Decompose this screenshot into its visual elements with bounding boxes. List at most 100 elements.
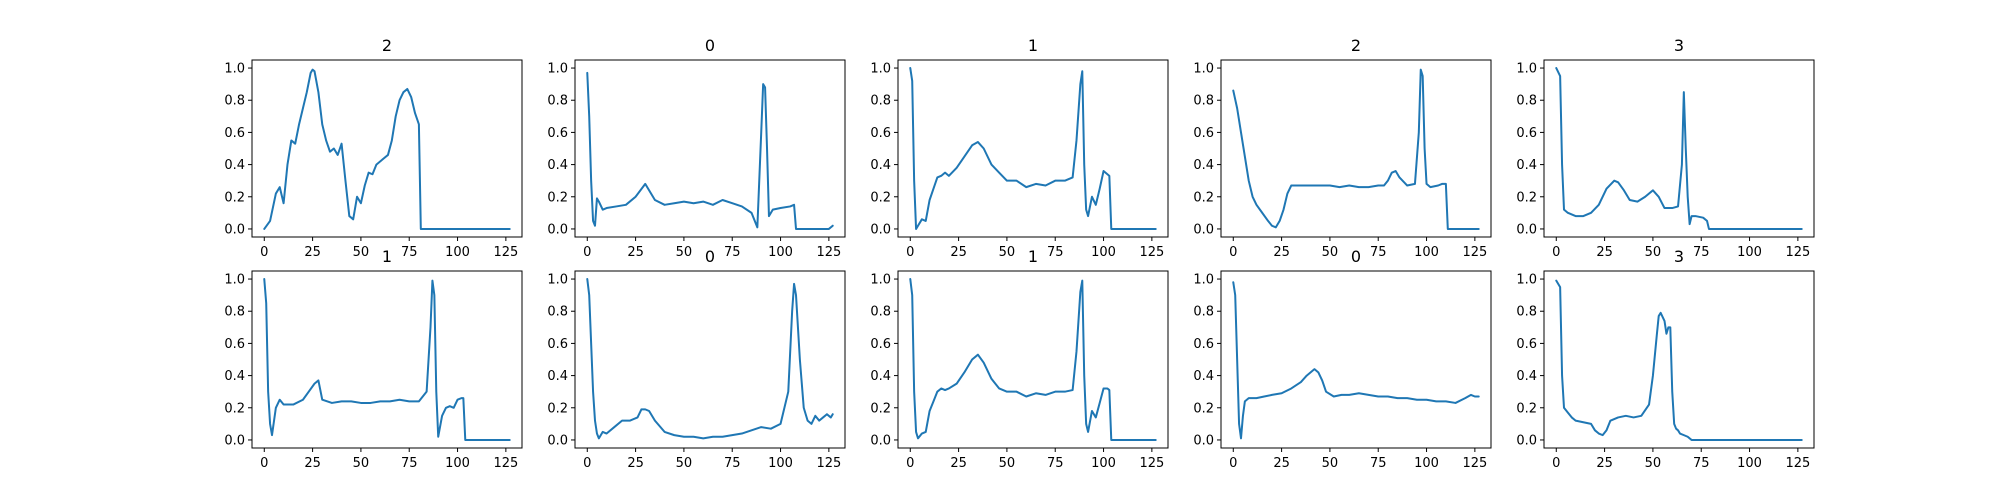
plot-frame — [897, 59, 1169, 238]
subplot-10: 3 0 25 50 75 100 125 0.0 0.2 0.4 0.6 0.8 1.0 — [1516, 247, 1815, 471]
y-tick-label: 0.4 — [224, 369, 245, 384]
axis-ticks: 0 25 50 75 100 125 0.0 0.2 0.4 0.6 0.8 1.0 — [1193, 62, 1487, 260]
x-tick-label: 0 — [1229, 456, 1237, 471]
x-tick-label: 75 — [401, 456, 418, 471]
y-tick-label: 0.8 — [1516, 305, 1537, 320]
plot-frame — [251, 59, 523, 238]
x-tick-label: 125 — [1785, 245, 1810, 260]
series-line — [263, 68, 511, 230]
y-tick-label: 0.2 — [1193, 401, 1214, 416]
x-tick-label: 0 — [1552, 456, 1560, 471]
axis-ticks: 0 25 50 75 100 125 0.0 0.2 0.4 0.6 0.8 1.0 — [1193, 273, 1487, 471]
x-tick-label: 125 — [1462, 245, 1487, 260]
x-tick-label: 50 — [353, 245, 370, 260]
subplot-title: 3 — [1674, 247, 1684, 266]
x-tick-label: 125 — [816, 456, 841, 471]
y-tick-label: 0.6 — [870, 126, 891, 141]
y-tick-label: 0.6 — [547, 126, 568, 141]
y-tick-label: 0.0 — [224, 433, 245, 448]
x-tick-label: 125 — [493, 456, 518, 471]
y-tick-label: 0.2 — [870, 190, 891, 205]
x-tick-label: 75 — [724, 245, 741, 260]
series-line — [909, 278, 1157, 441]
x-tick-label: 25 — [627, 456, 644, 471]
subplot-2: 0 0 25 50 75 100 125 0.0 0.2 0.4 0.6 0.8 1.0 — [547, 36, 846, 260]
plot-frame — [574, 59, 846, 238]
x-tick-label: 50 — [999, 245, 1016, 260]
subplot-6: 1 0 25 50 75 100 125 0.0 0.2 0.4 0.6 0.8 1.0 — [224, 247, 523, 471]
subplot-title: 3 — [1674, 36, 1684, 55]
x-tick-label: 75 — [1047, 245, 1064, 260]
y-tick-label: 0.6 — [547, 337, 568, 352]
subplot-title: 1 — [1028, 36, 1038, 55]
y-tick-label: 1.0 — [1516, 62, 1537, 77]
x-tick-label: 0 — [583, 456, 591, 471]
y-tick-label: 0.2 — [1193, 190, 1214, 205]
axis-ticks: 0 25 50 75 100 125 0.0 0.2 0.4 0.6 0.8 1.0 — [547, 62, 841, 260]
subplot-4: 2 0 25 50 75 100 125 0.0 0.2 0.4 0.6 0.8 1.0 — [1193, 36, 1492, 260]
y-tick-label: 0.2 — [870, 401, 891, 416]
y-tick-label: 0.6 — [870, 337, 891, 352]
x-tick-label: 125 — [1785, 456, 1810, 471]
x-tick-label: 100 — [1414, 245, 1439, 260]
x-tick-label: 25 — [304, 456, 321, 471]
y-tick-label: 0.4 — [1516, 369, 1537, 384]
y-tick-label: 0.8 — [1193, 94, 1214, 109]
x-tick-label: 0 — [260, 245, 268, 260]
plot-frame — [1220, 59, 1492, 238]
y-tick-label: 0.6 — [1193, 337, 1214, 352]
x-tick-label: 100 — [1091, 245, 1116, 260]
x-tick-label: 75 — [724, 456, 741, 471]
series-line — [1232, 68, 1480, 230]
plot-frame — [574, 270, 846, 449]
x-tick-label: 25 — [1273, 245, 1290, 260]
y-tick-label: 1.0 — [547, 273, 568, 288]
x-tick-label: 100 — [1737, 456, 1762, 471]
x-tick-label: 125 — [1139, 245, 1164, 260]
axis-ticks: 0 25 50 75 100 125 0.0 0.2 0.4 0.6 0.8 1.0 — [224, 62, 518, 260]
x-tick-label: 0 — [583, 245, 591, 260]
y-tick-label: 0.0 — [870, 222, 891, 237]
subplot-title: 0 — [1351, 247, 1361, 266]
x-tick-label: 75 — [1047, 456, 1064, 471]
y-tick-label: 0.6 — [1516, 337, 1537, 352]
x-tick-label: 100 — [1737, 245, 1762, 260]
y-tick-label: 0.4 — [1516, 158, 1537, 173]
y-tick-label: 1.0 — [224, 273, 245, 288]
x-tick-label: 0 — [906, 456, 914, 471]
y-tick-label: 0.0 — [224, 222, 245, 237]
y-tick-label: 1.0 — [1516, 273, 1537, 288]
y-tick-label: 0.2 — [547, 190, 568, 205]
x-tick-label: 100 — [1091, 456, 1116, 471]
y-tick-label: 0.8 — [1516, 94, 1537, 109]
y-tick-label: 1.0 — [870, 273, 891, 288]
subplot-title: 1 — [382, 247, 392, 266]
axis-ticks: 0 25 50 75 100 125 0.0 0.2 0.4 0.6 0.8 1.0 — [547, 273, 841, 471]
axis-ticks: 0 25 50 75 100 125 0.0 0.2 0.4 0.6 0.8 1.0 — [870, 273, 1164, 471]
x-tick-label: 50 — [1645, 456, 1662, 471]
x-tick-label: 50 — [353, 456, 370, 471]
y-tick-label: 0.4 — [224, 158, 245, 173]
series-line — [586, 278, 834, 440]
x-tick-label: 0 — [906, 245, 914, 260]
y-tick-label: 0.4 — [870, 369, 891, 384]
y-tick-label: 0.0 — [1516, 433, 1537, 448]
axis-ticks: 0 25 50 75 100 125 0.0 0.2 0.4 0.6 0.8 1.0 — [1516, 273, 1810, 471]
x-tick-label: 50 — [1322, 245, 1339, 260]
series-line — [909, 67, 1157, 230]
y-tick-label: 0.8 — [1193, 305, 1214, 320]
x-tick-label: 100 — [1414, 456, 1439, 471]
x-tick-label: 100 — [768, 456, 793, 471]
x-tick-label: 75 — [1693, 245, 1710, 260]
x-tick-label: 100 — [445, 245, 470, 260]
y-tick-label: 0.2 — [547, 401, 568, 416]
x-tick-label: 75 — [401, 245, 418, 260]
y-tick-label: 1.0 — [547, 62, 568, 77]
subplot-1: 2 0 25 50 75 100 125 0.0 0.2 0.4 0.6 0.8 1.0 — [224, 36, 523, 260]
x-tick-label: 100 — [445, 456, 470, 471]
y-tick-label: 0.8 — [547, 94, 568, 109]
series-line — [586, 71, 834, 230]
series-line — [1232, 281, 1480, 440]
y-tick-label: 0.0 — [547, 433, 568, 448]
